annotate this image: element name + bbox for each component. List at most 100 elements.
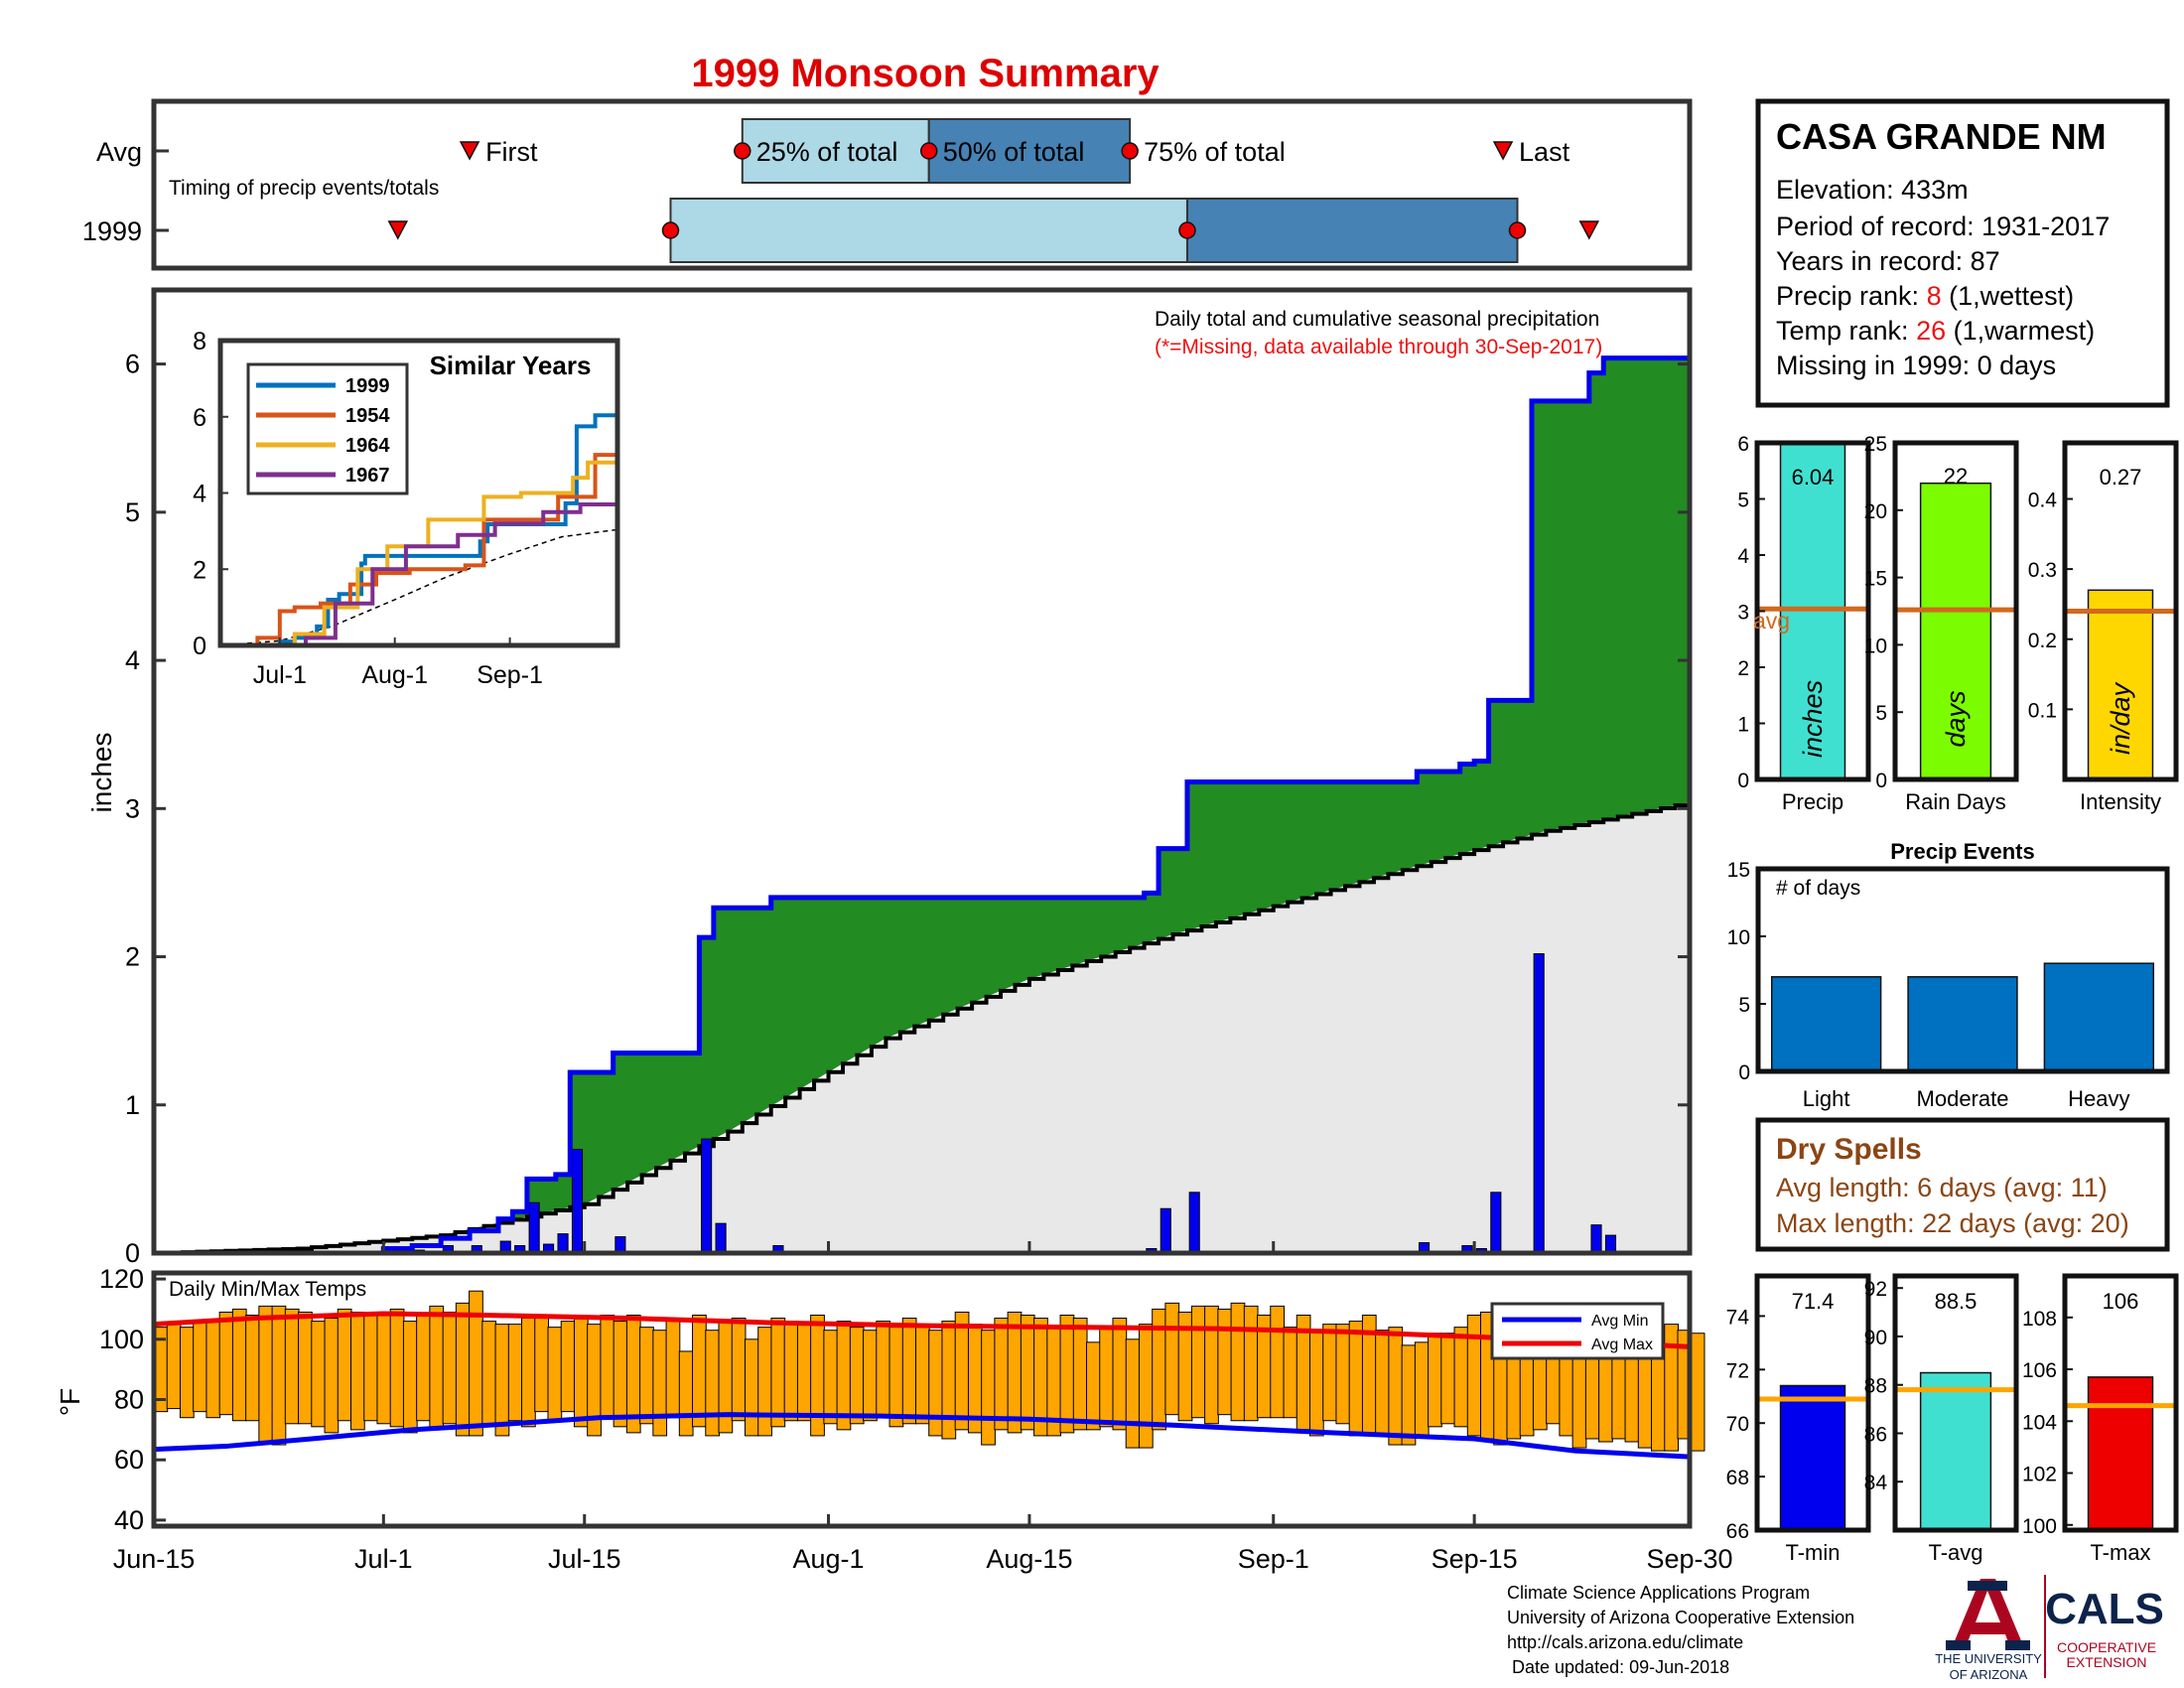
temp-range-bar	[1230, 1302, 1246, 1422]
temp-rank-value: 26	[1916, 316, 1946, 346]
ua-name-line-1: THE UNIVERSITY	[1935, 1651, 2042, 1666]
rain-days-y-tick-label: 0	[1875, 770, 1887, 792]
temp-range-bar	[731, 1318, 747, 1422]
station-precip-rank: Precip rank: 8 (1,wettest)	[1776, 281, 2074, 311]
timing-1999-marker-50	[1178, 221, 1196, 239]
temp-range-bar	[941, 1321, 957, 1440]
temp-range-bar	[1283, 1327, 1298, 1419]
temp-range-bar	[402, 1321, 418, 1434]
temp-range-bar	[1138, 1324, 1154, 1449]
precip-total-x-label: Precip	[1782, 789, 1843, 814]
date-tick-label: Sep-15	[1432, 1544, 1518, 1574]
temp-range-bar	[507, 1324, 523, 1422]
precip-rank-suffix: (1,wettest)	[1942, 281, 2075, 311]
timing-row-label-1999: 1999	[82, 216, 142, 246]
temp-rank-prefix: Temp rank:	[1776, 316, 1916, 346]
temp-range-bar	[429, 1305, 445, 1431]
t-min-x-label: T-min	[1786, 1540, 1841, 1565]
temp-range-bar	[876, 1321, 891, 1416]
main-y-axis-label: inches	[86, 733, 117, 813]
timing-label-p75: 75% of total	[1144, 137, 1286, 167]
inset-average-line	[219, 528, 618, 646]
daily-precip-bar	[1590, 1224, 1602, 1254]
temp-legend-avg-min: Avg Min	[1591, 1313, 1649, 1330]
precip-events-bar	[1907, 976, 2018, 1072]
timing-1999-box-50-75	[1185, 198, 1519, 263]
temp-range-bar	[547, 1327, 563, 1422]
temp-range-bar	[218, 1311, 234, 1416]
precip-total-y-tick-label: 4	[1737, 545, 1749, 568]
t-min-y-tick-label: 70	[1726, 1413, 1749, 1436]
inset-x-tick-label: Sep-1	[477, 661, 543, 689]
daily-precip-bar	[1533, 953, 1545, 1254]
temp-range-bar	[796, 1324, 812, 1422]
intensity-y-tick-label: 0.1	[2028, 699, 2057, 722]
temp-range-bar	[678, 1350, 694, 1437]
precip-total-avg-label: avg	[1753, 608, 1790, 633]
temp-range-bar	[639, 1327, 654, 1425]
avg-min-line	[153, 1412, 1691, 1460]
cumulative-1999-line	[154, 355, 1690, 1256]
t-max-y-tick-label: 104	[2022, 1411, 2057, 1434]
coop-extension-line-1: COOPERATIVE	[2057, 1639, 2156, 1655]
temp-range-bar	[1007, 1311, 1023, 1434]
temp-legend: Avg Min Avg Max	[1490, 1302, 1665, 1360]
temp-range-bar	[494, 1324, 510, 1437]
temp-range-bar	[455, 1302, 471, 1437]
daily-precip-bar	[715, 1222, 727, 1254]
intensity-y-tick-label: 0.3	[2028, 559, 2057, 582]
t-avg-y-tick-label: 88	[1864, 1375, 1887, 1398]
temp-range-bar	[205, 1321, 221, 1419]
inset-series-line-1999	[220, 413, 617, 647]
temp-range-bar	[1125, 1338, 1141, 1449]
temp-range-bar	[1243, 1305, 1259, 1422]
missing-note: (*=Missing, data available through 30-Se…	[1155, 336, 1602, 358]
rain-days-y-tick-label: 20	[1864, 500, 1887, 523]
temp-range-bar	[1335, 1324, 1351, 1425]
temp-legend-avg-max: Avg Max	[1591, 1336, 1653, 1353]
t-max-bar	[2087, 1376, 2154, 1531]
temp-range-bar	[994, 1318, 1010, 1431]
precip-events-title: Precip Events	[1890, 839, 2035, 864]
precip-events-category: Heavy	[2068, 1086, 2129, 1111]
temp-y-axis-label: °F	[55, 1388, 85, 1416]
t-min-y-tick-label: 66	[1726, 1520, 1749, 1543]
temp-range-bar	[757, 1327, 772, 1437]
temp-range-bar	[1020, 1315, 1035, 1431]
temp-range-bar	[901, 1318, 917, 1425]
temp-range-bar	[954, 1311, 970, 1431]
temp-range-bar	[1072, 1318, 1088, 1431]
temp-range-bar	[705, 1330, 721, 1437]
date-tick-label: Jul-1	[354, 1544, 413, 1574]
temp-range-bar	[1453, 1327, 1469, 1428]
temp-range-bar	[1690, 1333, 1706, 1452]
station-elevation: Elevation: 433m	[1776, 175, 1969, 205]
daily-precip-bar	[701, 1138, 713, 1254]
temp-range-bar	[521, 1318, 536, 1428]
inset-series-line-1954	[220, 451, 619, 647]
temp-range-bar	[389, 1308, 405, 1428]
temp-range-bar	[1112, 1318, 1128, 1431]
dry-spells-avg-length: Avg length: 6 days (avg: 11)	[1776, 1173, 2108, 1202]
timing-row-label-avg: Avg	[96, 137, 142, 167]
temp-y-tick-label: 100	[99, 1325, 144, 1354]
date-axis: Jun-15 Jul-1 Jul-15 Aug-1 Aug-15 Sep-1 Sep-15 S…	[113, 1241, 1733, 1574]
temp-range-bar	[1190, 1305, 1206, 1419]
rain-days-y-tick-label: 5	[1875, 702, 1887, 725]
daily-precip-bar	[1188, 1192, 1200, 1254]
coop-extension-line-2: EXTENSION	[2067, 1654, 2147, 1670]
footer-line-1: Climate Science Applications Program	[1507, 1583, 1810, 1603]
temp-range-bar	[1401, 1344, 1417, 1446]
inset-y-tick-label: 4	[193, 481, 206, 508]
rain-days-x-label: Rain Days	[1905, 789, 2005, 814]
temp-range-bar	[652, 1330, 668, 1437]
temp-range-bar	[1086, 1341, 1101, 1431]
daily-precip-bar	[557, 1233, 569, 1254]
precip-total-value-label: 6.04	[1792, 465, 1835, 490]
daily-precip-bar	[1490, 1192, 1502, 1254]
temp-range-bar	[193, 1321, 207, 1413]
date-tick-label: Jun-15	[113, 1544, 196, 1574]
inset-series-line-1967	[220, 502, 617, 647]
date-tick-label: Sep-1	[1238, 1544, 1309, 1574]
precip-events-category: Moderate	[1917, 1086, 2009, 1111]
